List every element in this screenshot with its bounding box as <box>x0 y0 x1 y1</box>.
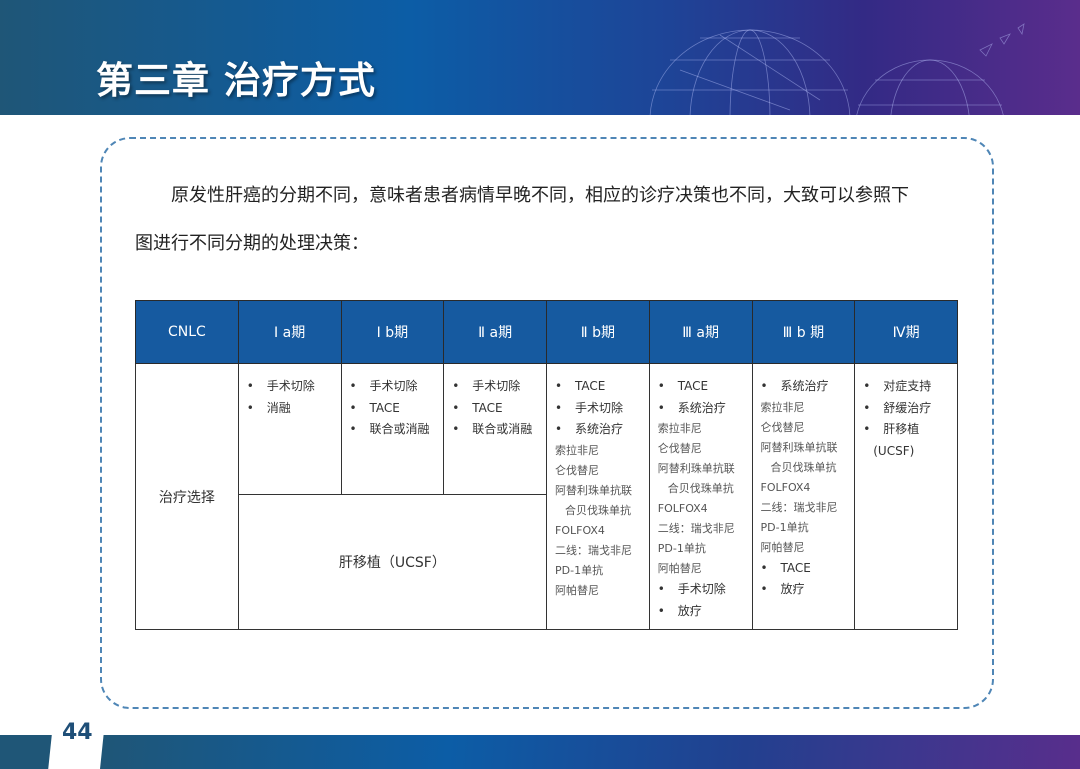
bullet-item: 手术切除 <box>658 579 744 601</box>
list-item: PD-1单抗 <box>555 563 604 577</box>
list-item: 仑伐替尼 <box>555 463 599 477</box>
footer-bar <box>100 735 1080 769</box>
column-header: CNLC <box>135 300 239 364</box>
globe-mesh-decoration <box>649 23 1025 115</box>
list-item: 索拉非尼 <box>555 443 599 457</box>
list-item: 二线：瑞戈非尼 <box>555 543 632 557</box>
bullet-item: 手术切除 <box>350 376 436 398</box>
page-title: 第三章 治疗方式 <box>96 59 376 102</box>
cell-iiia: TACE系统治疗索拉非尼仑伐替尼阿替利珠单抗联合贝伐珠单抗 FOLFOX4 二线：瑞… <box>648 363 753 630</box>
list-item: 索拉非尼 <box>657 422 702 435</box>
table-header-row: CNLC Ⅰ a期 Ⅰ b期 Ⅱ a期 Ⅱ b期 Ⅲ a期 Ⅲ b 期 Ⅳ期 <box>135 300 958 364</box>
list-item: PD-1单抗 <box>657 542 706 555</box>
bullet-item: 放疗 <box>658 601 744 623</box>
intro-line-1: 原发性肝癌的分期不同，意味者患者病情早晚不同，相应的诊疗决策也不同，大致可以参照… <box>171 185 909 206</box>
list-item: 索拉非尼 <box>760 400 805 414</box>
bullet-item: 系统治疗 <box>658 398 744 420</box>
list-item: (UCSF) <box>873 443 915 458</box>
bullet-item: TACE <box>761 558 847 580</box>
bullet-item: 消融 <box>247 398 333 420</box>
bullet-item: 舒缓治疗 <box>863 398 949 420</box>
bullet-item: 放疗 <box>761 579 847 601</box>
content-frame <box>100 137 994 709</box>
cell-ib: 手术切除TACE联合或消融 <box>340 363 445 495</box>
bullet-item: 联合或消融 <box>452 419 538 441</box>
bullet-item: 系统治疗 <box>555 419 641 441</box>
list-item: 阿帕替尼 <box>760 540 805 554</box>
column-header: Ⅱ a期 <box>443 300 547 364</box>
merged-cell-liver-transplant: 肝移植（UCSF） <box>237 494 548 630</box>
list-item: 阿帕替尼 <box>657 562 702 575</box>
intro-line-2: 图进行不同分期的处理决策： <box>135 233 369 254</box>
page-number: 44 <box>62 720 93 745</box>
list-item: 阿帕替尼 <box>555 583 599 597</box>
header-banner: 第三章 治疗方式 <box>0 0 1080 115</box>
column-header: Ⅱ b期 <box>546 300 650 364</box>
cell-iv: 对症支持舒缓治疗肝移植 (UCSF) <box>854 363 958 630</box>
column-header: Ⅲ b 期 <box>751 300 856 364</box>
list-item: 阿替利珠单抗联 <box>555 483 632 497</box>
bullet-item: 肝移植 <box>863 419 949 441</box>
bullet-item: 手术切除 <box>555 398 641 420</box>
column-header: Ⅰ b期 <box>340 300 445 364</box>
column-header: Ⅰ a期 <box>237 300 342 364</box>
table-row: 治疗选择 手术切除消融 手术切除TACE联合或消融 手术切除TACE联合或消融 … <box>135 363 958 630</box>
list-item: 仑伐替尼 <box>657 442 702 455</box>
cell-iia: 手术切除TACE联合或消融 <box>443 363 547 495</box>
bullet-item: 系统治疗 <box>761 376 847 398</box>
footer-bar-left <box>0 735 52 769</box>
column-header: Ⅲ a期 <box>648 300 753 364</box>
cell-iib: TACE手术切除系统治疗索拉非尼仑伐替尼阿替利珠单抗联合贝伐珠单抗 FOLFOX4… <box>546 363 650 630</box>
bullet-item: 手术切除 <box>452 376 538 398</box>
bullet-item: TACE <box>658 376 744 398</box>
list-item: 合贝伐珠单抗 <box>770 460 837 474</box>
list-item: 阿替利珠单抗联 <box>760 440 838 454</box>
list-item: FOLFOX4 <box>555 523 605 537</box>
list-item: 合贝伐珠单抗 <box>667 482 734 495</box>
list-item: 二线：瑞戈非尼 <box>760 500 838 514</box>
bullet-item: TACE <box>555 376 641 398</box>
cell-ia: 手术切除消融 <box>237 363 342 495</box>
bullet-item: TACE <box>350 398 436 420</box>
row-label: 治疗选择 <box>135 363 239 630</box>
bullet-item: 手术切除 <box>247 376 333 398</box>
list-item: 合贝伐珠单抗 <box>565 503 631 517</box>
list-item: PD-1单抗 <box>760 520 809 534</box>
list-item: 仑伐替尼 <box>760 420 805 434</box>
bullet-item: TACE <box>452 398 538 420</box>
list-item: FOLFOX4 <box>657 502 708 515</box>
list-item: FOLFOX4 <box>760 480 811 494</box>
bullet-item: 联合或消融 <box>350 419 436 441</box>
column-header: Ⅳ期 <box>854 300 958 364</box>
list-item: 二线：瑞戈非尼 <box>657 522 735 535</box>
bullet-item: 对症支持 <box>863 376 949 398</box>
list-item: 阿替利珠单抗联 <box>657 462 735 475</box>
table-row: 肝移植（UCSF） <box>136 494 958 630</box>
